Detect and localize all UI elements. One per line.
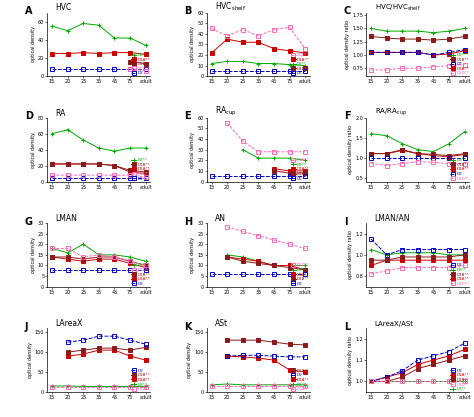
- Legend: D1B**, D2, D1A**, D3**, D1D**: D1B**, D2, D1A**, D3**, D1D**: [291, 369, 310, 391]
- Legend: D3**, D1B**, D1A**, D2, D1D**: D3**, D1B**, D1A**, D2, D1D**: [450, 158, 469, 181]
- Legend: D1D**, D1A**, D3**, D1B**, D2: D1D**, D1A**, D3**, D1B**, D2: [291, 53, 310, 75]
- Legend: D3**, D1D**, D1B**, D1A**, D2: D3**, D1D**, D1B**, D1A**, D2: [131, 264, 150, 286]
- Text: E: E: [184, 111, 191, 121]
- Y-axis label: optical density: optical density: [28, 342, 33, 378]
- Text: HVC: HVC: [55, 3, 72, 13]
- Text: A: A: [25, 6, 32, 16]
- Y-axis label: optical density: optical density: [191, 132, 195, 168]
- Y-axis label: optical density: optical density: [187, 342, 192, 378]
- Y-axis label: optical density: optical density: [191, 237, 195, 273]
- Text: LMAN: LMAN: [55, 214, 78, 223]
- Legend: D3**, D1B**, D1A**, D1D**, D2: D3**, D1B**, D1A**, D1D**, D2: [131, 158, 150, 181]
- Y-axis label: optical density ratio: optical density ratio: [348, 336, 353, 384]
- Text: LAreaX/ASt: LAreaX/ASt: [374, 321, 414, 327]
- Text: RA/RA$_{\mathregular{cup}}$: RA/RA$_{\mathregular{cup}}$: [374, 106, 407, 118]
- Text: L: L: [344, 322, 350, 332]
- Legend: D3**, D1A**, D1B**, D1D**, D2: D3**, D1A**, D1B**, D1D**, D2: [131, 53, 150, 75]
- Legend: D2, D1B**, D1A**, D3**, D1D**: D2, D1B**, D1A**, D3**, D1D**: [131, 369, 150, 391]
- Text: LAreaX: LAreaX: [55, 319, 83, 328]
- Text: ASt: ASt: [215, 319, 228, 328]
- Text: AN: AN: [215, 214, 226, 223]
- Legend: D2, D1A**, D1B**, D1D**, D3**: D2, D1A**, D1B**, D1D**, D3**: [450, 369, 469, 391]
- Text: RA$_{\mathregular{cup}}$: RA$_{\mathregular{cup}}$: [215, 105, 237, 118]
- Y-axis label: optical density: optical density: [31, 237, 36, 273]
- Y-axis label: optical density ratio: optical density ratio: [348, 125, 353, 174]
- Y-axis label: optical density: optical density: [31, 132, 36, 168]
- Text: G: G: [25, 216, 33, 226]
- Legend: D1D**, D3**, D1A**, D1B**, D2: D1D**, D3**, D1A**, D1B**, D2: [291, 264, 310, 286]
- Text: H: H: [184, 216, 192, 226]
- Text: D: D: [25, 111, 33, 121]
- Y-axis label: optical density ratio: optical density ratio: [345, 20, 350, 69]
- Text: HVC/HVC$_{\mathregular{shelf}}$: HVC/HVC$_{\mathregular{shelf}}$: [374, 3, 420, 13]
- Y-axis label: optical density ratio: optical density ratio: [348, 230, 353, 279]
- Y-axis label: optical density: optical density: [31, 26, 36, 63]
- Legend: D3**, D1B**, D2, D1A**, D1D**: D3**, D1B**, D2, D1A**, D1D**: [450, 53, 469, 75]
- Y-axis label: optical density: optical density: [191, 26, 195, 63]
- Text: J: J: [25, 322, 28, 332]
- Text: HVC$_{\mathregular{shelf}}$: HVC$_{\mathregular{shelf}}$: [215, 0, 246, 13]
- Legend: D1D**, D3**, D1A**, D1B**, D2: D1D**, D3**, D1A**, D1B**, D2: [291, 158, 310, 181]
- Text: K: K: [184, 322, 192, 332]
- Text: B: B: [184, 6, 191, 16]
- Text: RA: RA: [55, 109, 66, 118]
- Text: I: I: [344, 216, 347, 226]
- Text: F: F: [344, 111, 350, 121]
- Text: LMAN/AN: LMAN/AN: [374, 214, 410, 223]
- Text: C: C: [344, 6, 351, 16]
- Legend: D2, D3**, D1B**, D1A**, D1D**: D2, D3**, D1B**, D1A**, D1D**: [450, 264, 469, 286]
